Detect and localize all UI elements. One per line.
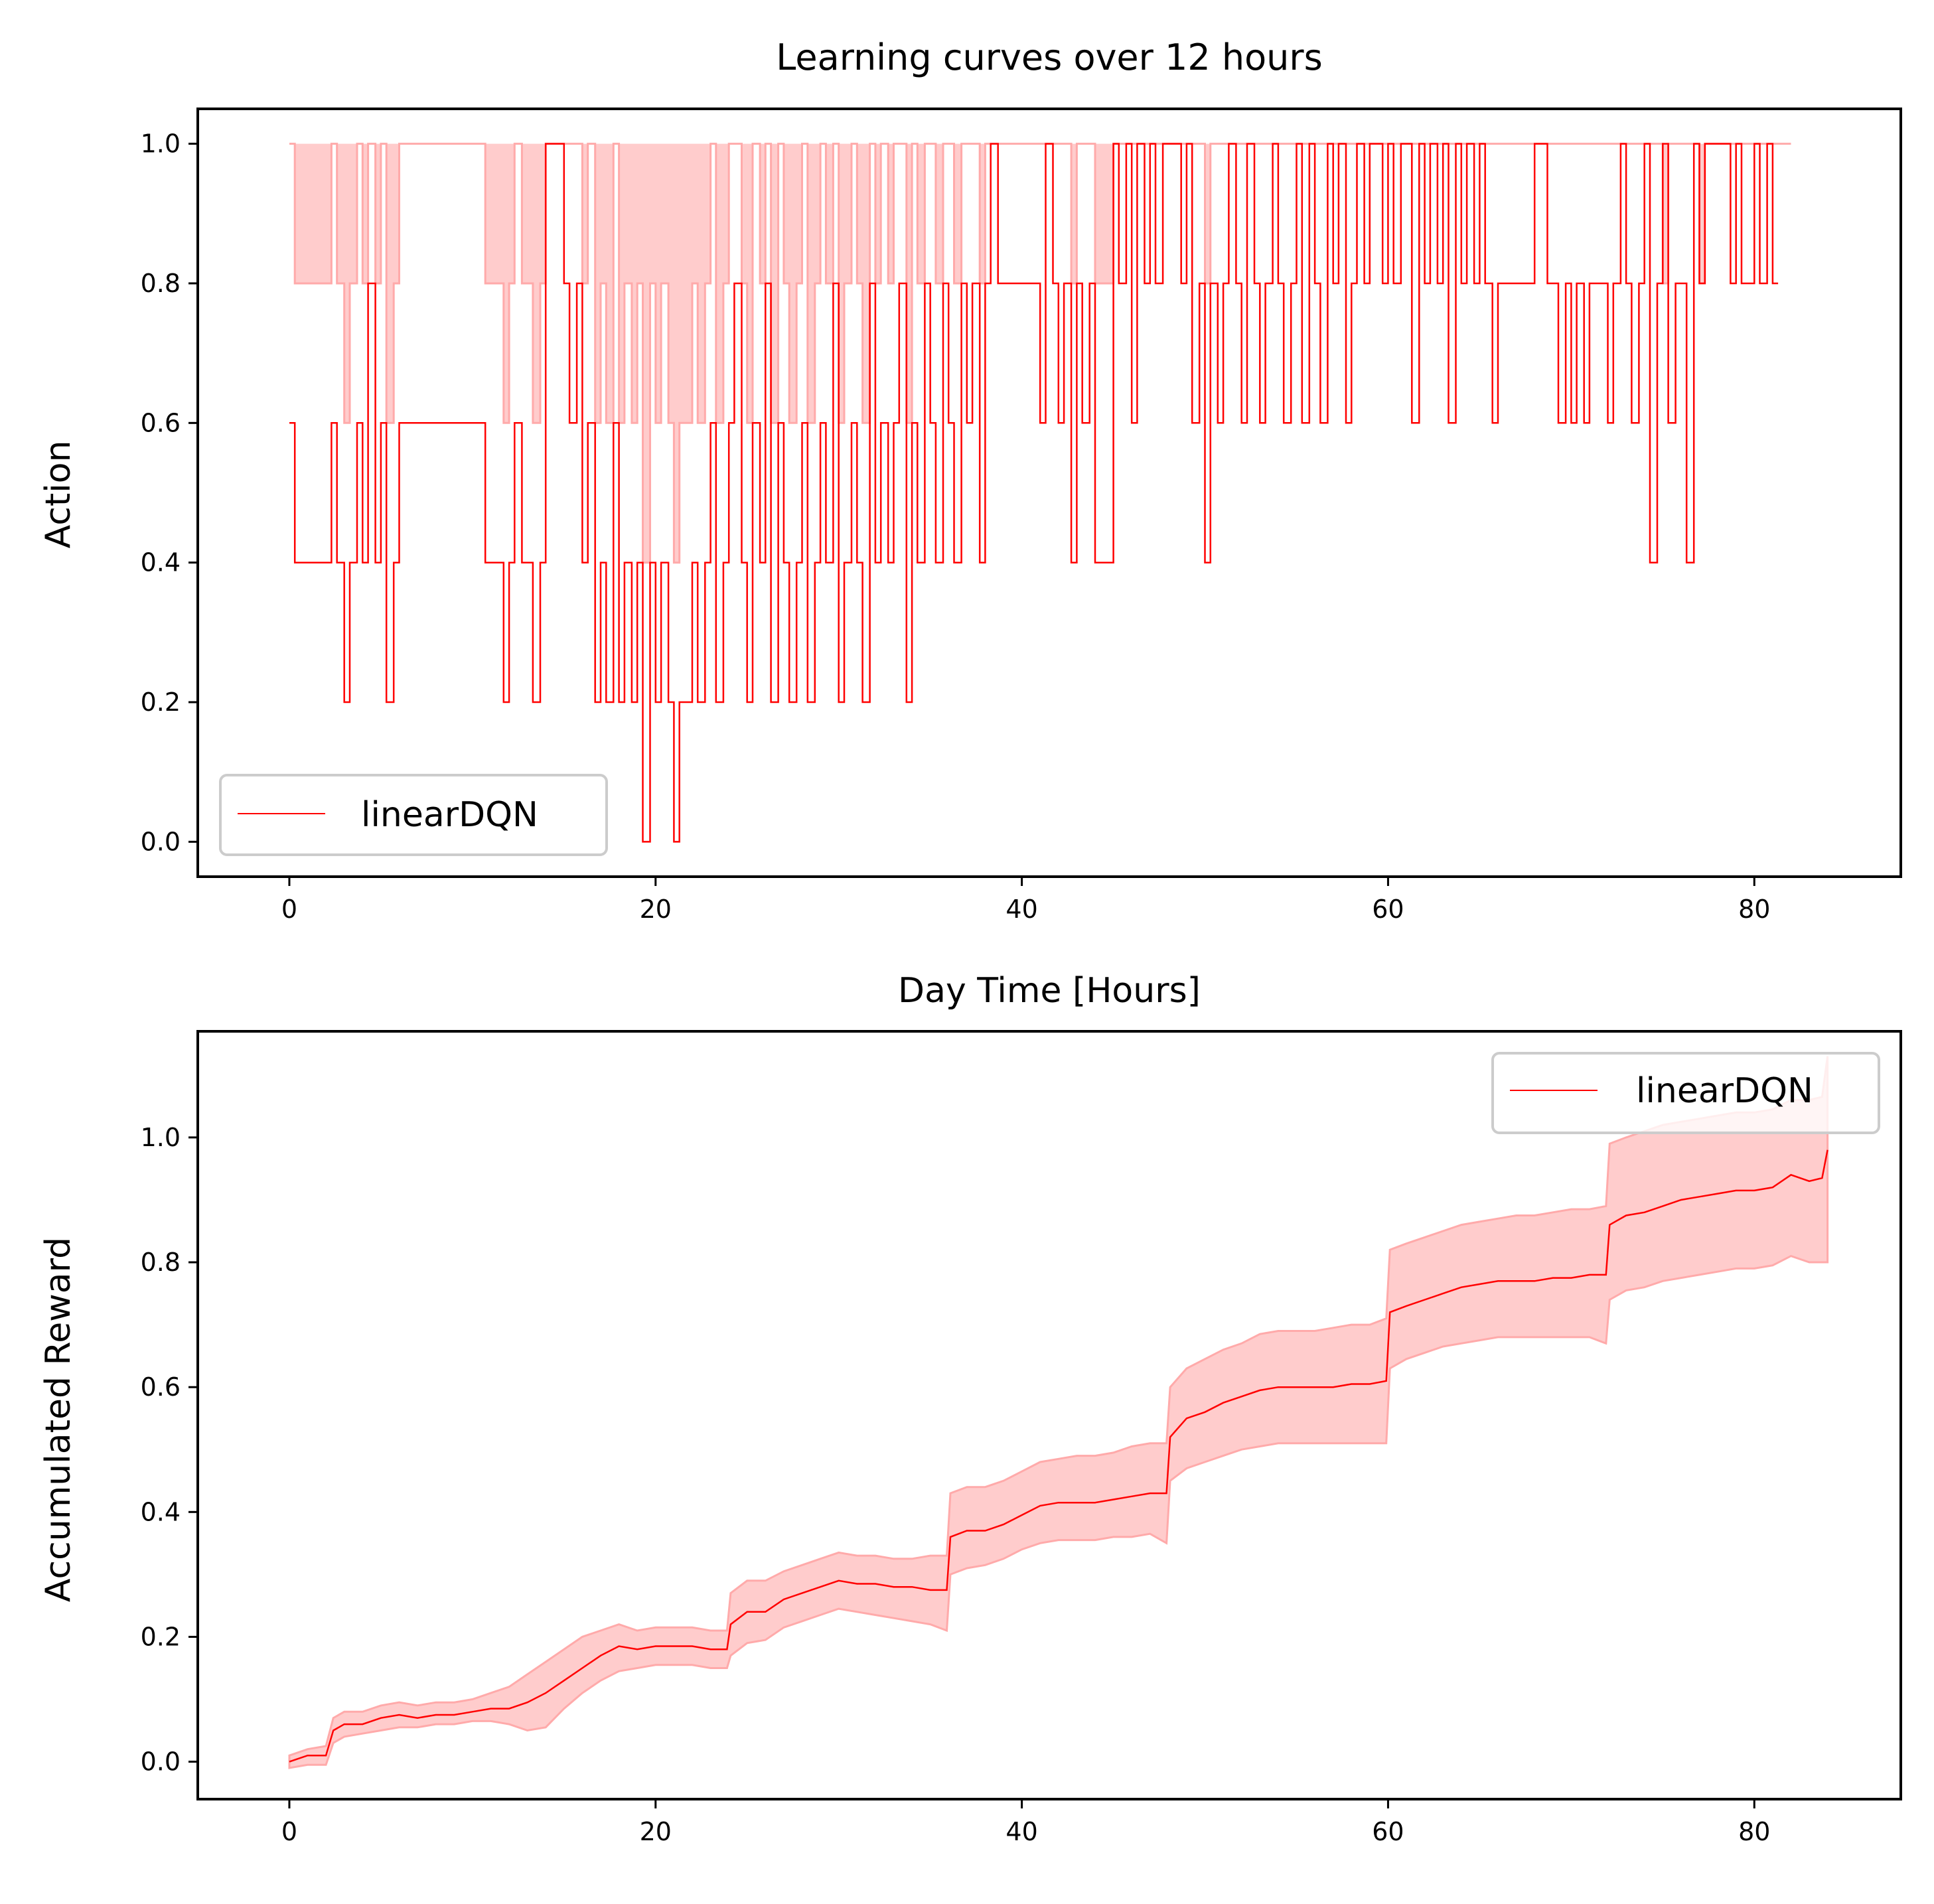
y-tick-label: 0.2 xyxy=(141,688,181,717)
x-tick-label: 40 xyxy=(1005,895,1037,924)
chart-title: Learning curves over 12 hours xyxy=(776,37,1322,78)
y-tick-label: 1.0 xyxy=(141,129,181,159)
series-line-linearDQN xyxy=(289,143,1779,843)
y-tick-label: 1.0 xyxy=(141,1123,181,1152)
legend: linearDQN xyxy=(1491,1052,1880,1134)
y-tick-label: 0.8 xyxy=(141,269,181,298)
y-tick-label: 0.4 xyxy=(141,1497,181,1526)
x-axis-label: Day Time [Hours] xyxy=(898,971,1201,1011)
y-tick-label: 0.6 xyxy=(141,408,181,437)
action-panel: Learning curves over 12 hours 0 20 40 60 800… xyxy=(38,37,1902,1011)
x-tick-label: 20 xyxy=(640,895,672,924)
y-tick-label: 0.6 xyxy=(141,1372,181,1402)
y-axis-label: Action xyxy=(38,441,78,549)
confidence-band xyxy=(289,143,1791,564)
x-tick-label: 80 xyxy=(1738,895,1770,924)
reward-panel: 0 20 40 60 80 0.0 0.2 0.4 0.6 0.8 1.0 Accumulated … xyxy=(38,1030,1902,1846)
x-tick-label: 60 xyxy=(1372,1817,1404,1846)
x-tick-label: 0 xyxy=(281,1817,297,1846)
legend-box xyxy=(219,774,608,856)
action-plot-area: 0 20 40 60 80 0.0 0.2 0.4 0.6 0.8 1.0 xyxy=(141,108,1902,924)
legend-box xyxy=(1491,1052,1880,1134)
legend-label: linearDQN xyxy=(361,795,538,835)
plot-frame xyxy=(196,1030,1902,1800)
y-tick-label: 0.0 xyxy=(141,1747,181,1777)
x-tick-label: 80 xyxy=(1738,1817,1770,1846)
y-tick-label: 0.4 xyxy=(141,548,181,577)
reward-plot-area: 0 20 40 60 80 0.0 0.2 0.4 0.6 0.8 1.0 xyxy=(141,1030,1902,1846)
y-tick-label: 0.8 xyxy=(141,1248,181,1277)
y-axis-label: Accumulated Reward xyxy=(38,1237,78,1602)
series-line-linearDQN xyxy=(289,1149,1828,1763)
y-tick-label: 0.0 xyxy=(141,827,181,856)
legend: linearDQN xyxy=(219,774,608,856)
x-tick-label: 20 xyxy=(640,1817,672,1846)
y-tick-label: 0.2 xyxy=(141,1622,181,1651)
x-tick-label: 60 xyxy=(1372,895,1404,924)
plot-frame xyxy=(196,108,1902,878)
x-tick-label: 40 xyxy=(1005,1817,1037,1846)
confidence-band xyxy=(288,1056,1829,1769)
x-tick-label: 0 xyxy=(281,895,297,924)
legend-label: linearDQN xyxy=(1636,1071,1813,1111)
